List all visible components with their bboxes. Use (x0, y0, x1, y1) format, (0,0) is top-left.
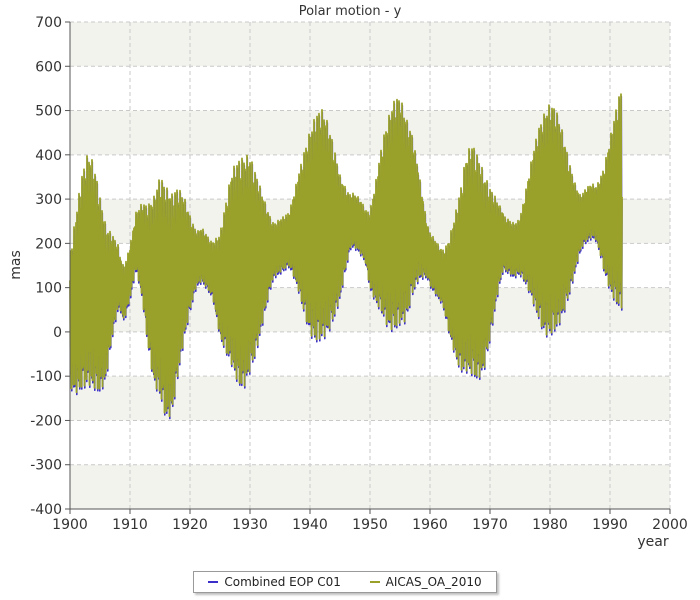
band (70, 110, 670, 155)
x-tick-label: 1910 (112, 517, 148, 533)
chart-title: Polar motion - y (299, 4, 402, 19)
legend: Combined EOP C01 AICAS_OA_2010 (193, 571, 497, 593)
y-tick-label: 200 (35, 236, 62, 252)
x-tick-label: 1900 (52, 517, 88, 533)
y-tick-label: 400 (35, 148, 62, 164)
x-tick-label: 1920 (172, 517, 208, 533)
x-axis-label: year (637, 534, 668, 550)
y-tick-label: 600 (35, 59, 62, 75)
y-tick-label: -200 (30, 413, 62, 429)
series-aicas-oa-2010 (69, 93, 623, 418)
y-tick-label: 700 (35, 15, 62, 31)
x-tick-label: 1990 (592, 517, 628, 533)
legend-label-combined-eop-c01: Combined EOP C01 (224, 575, 341, 589)
legend-swatch-combined-eop-c01 (208, 581, 219, 583)
legend-label-aicas-oa-2010: AICAS_OA_2010 (385, 575, 482, 589)
legend-item-aicas-oa-2010[interactable]: AICAS_OA_2010 (369, 575, 482, 589)
y-tick-label: 500 (35, 104, 62, 120)
x-tick-label: 1980 (532, 517, 568, 533)
x-tick-label: 1940 (292, 517, 328, 533)
y-tick-label: 100 (35, 281, 62, 297)
legend-item-combined-eop-c01[interactable]: Combined EOP C01 (208, 575, 341, 589)
series-line (69, 93, 623, 418)
x-tick-label: 1970 (472, 517, 508, 533)
y-tick-label: -300 (30, 458, 62, 474)
y-tick-label: 300 (35, 192, 62, 208)
x-tick-label: 2000 (652, 517, 688, 533)
axes: 1900 1910 1920 1930 1940 1950 1960 1970 1980 1990… (30, 15, 688, 533)
x-tick-label: 1930 (232, 517, 268, 533)
y-axis-label: mas (8, 250, 24, 280)
y-tick-label: -100 (30, 369, 62, 385)
x-tick-label: 1960 (412, 517, 448, 533)
y-tick-label: -400 (30, 502, 62, 518)
x-tick-label: 1950 (352, 517, 388, 533)
series-layer (69, 93, 623, 420)
y-tick-label: 0 (53, 325, 62, 341)
legend-swatch-aicas-oa-2010 (369, 581, 380, 583)
